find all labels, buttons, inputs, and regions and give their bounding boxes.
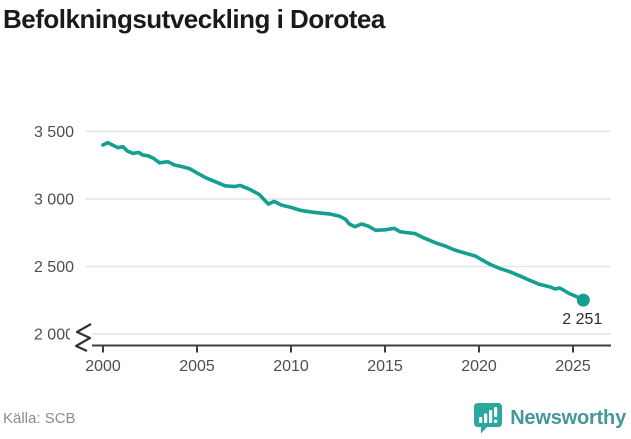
grid-layer: 3 500 3 000 2 500 2 000	[34, 124, 611, 344]
series-layer: 2 251	[101, 140, 602, 328]
newsworthy-logo[interactable]: Newsworthy	[473, 402, 626, 434]
latest-value-label: 2 251	[562, 311, 602, 328]
y-axis-label: 3 500	[34, 124, 74, 141]
source-label: Källa: SCB	[3, 409, 76, 427]
axis-layer: 2000 2005 2010 2015 2020 2025	[85, 344, 611, 375]
newsworthy-logo-icon	[474, 403, 503, 434]
chart-title: Befolkningsutveckling i Dorotea	[3, 4, 385, 34]
x-axis-label: 2000	[85, 358, 121, 375]
x-axis-label: 2015	[367, 358, 403, 375]
y-axis-label: 2 500	[34, 259, 74, 276]
newsworthy-wordmark: Newsworthy	[510, 406, 626, 429]
y-axis-label: 3 000	[34, 192, 74, 209]
y-axis-label: 2 000	[34, 327, 74, 344]
x-axis-label: 2010	[273, 358, 309, 375]
population-line	[101, 140, 586, 302]
x-axis-label: 2005	[179, 358, 215, 375]
latest-value-dot	[576, 293, 590, 307]
axis-break-icon	[74, 323, 92, 353]
chart-footer: Källa: SCB Newsworthy	[3, 402, 626, 434]
x-axis-label: 2020	[461, 358, 497, 375]
x-axis-label: 2025	[555, 358, 591, 375]
